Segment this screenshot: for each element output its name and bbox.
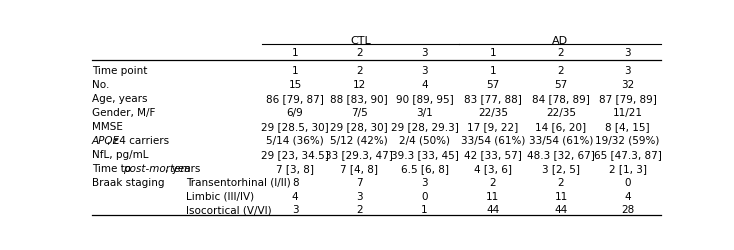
Text: 57: 57	[554, 80, 567, 90]
Text: 3 [2, 5]: 3 [2, 5]	[542, 163, 580, 173]
Text: 29 [28.5, 30]: 29 [28.5, 30]	[261, 122, 329, 132]
Text: 7 [3, 8]: 7 [3, 8]	[276, 163, 314, 173]
Text: 32: 32	[621, 80, 634, 90]
Text: 4: 4	[421, 80, 428, 90]
Text: 2 [1, 3]: 2 [1, 3]	[608, 163, 647, 173]
Text: 7: 7	[356, 177, 363, 187]
Text: 48.3 [32, 67]: 48.3 [32, 67]	[527, 149, 595, 159]
Text: 90 [89, 95]: 90 [89, 95]	[396, 94, 454, 104]
Text: 88 [83, 90]: 88 [83, 90]	[330, 94, 388, 104]
Text: , years: , years	[165, 163, 200, 173]
Text: 1: 1	[490, 66, 496, 76]
Text: 33 [29.3, 47]: 33 [29.3, 47]	[325, 149, 393, 159]
Text: 7 [4, 8]: 7 [4, 8]	[340, 163, 378, 173]
Text: post-mortem: post-mortem	[123, 163, 190, 173]
Text: 84 [78, 89]: 84 [78, 89]	[532, 94, 590, 104]
Text: 5/12 (42%): 5/12 (42%)	[330, 136, 388, 145]
Text: 2: 2	[558, 48, 564, 58]
Text: 2: 2	[356, 66, 363, 76]
Text: CTL: CTL	[350, 36, 371, 46]
Text: Isocortical (V/VI): Isocortical (V/VI)	[186, 205, 272, 215]
Text: 1: 1	[421, 205, 428, 215]
Text: Limbic (III/IV): Limbic (III/IV)	[186, 191, 254, 201]
Text: Gender, M/F: Gender, M/F	[92, 108, 155, 118]
Text: 2: 2	[356, 48, 363, 58]
Text: 42 [33, 57]: 42 [33, 57]	[464, 149, 522, 159]
Text: 0: 0	[625, 177, 631, 187]
Text: No.: No.	[92, 80, 109, 90]
Text: 33/54 (61%): 33/54 (61%)	[461, 136, 525, 145]
Text: MMSE: MMSE	[92, 122, 123, 132]
Text: 3: 3	[292, 205, 299, 215]
Text: 6.5 [6, 8]: 6.5 [6, 8]	[401, 163, 448, 173]
Text: Age, years: Age, years	[92, 94, 148, 104]
Text: Transentorhinal (I/II): Transentorhinal (I/II)	[186, 177, 291, 187]
Text: 14 [6, 20]: 14 [6, 20]	[536, 122, 586, 132]
Text: 4: 4	[625, 191, 631, 201]
Text: 4 [3, 6]: 4 [3, 6]	[473, 163, 512, 173]
Text: 2: 2	[558, 66, 564, 76]
Text: 33/54 (61%): 33/54 (61%)	[529, 136, 593, 145]
Text: 29 [23, 34.5]: 29 [23, 34.5]	[261, 149, 329, 159]
Text: 8: 8	[292, 177, 299, 187]
Text: 1: 1	[292, 66, 299, 76]
Text: 11: 11	[486, 191, 499, 201]
Text: 4: 4	[292, 191, 299, 201]
Text: 29 [28, 30]: 29 [28, 30]	[330, 122, 388, 132]
Text: 5/14 (36%): 5/14 (36%)	[266, 136, 324, 145]
Text: 44: 44	[554, 205, 567, 215]
Text: 3: 3	[625, 48, 631, 58]
Text: 22/35: 22/35	[546, 108, 576, 118]
Text: 0: 0	[421, 191, 428, 201]
Text: 2: 2	[558, 177, 564, 187]
Text: 17 [9, 22]: 17 [9, 22]	[467, 122, 518, 132]
Text: 6/9: 6/9	[287, 108, 303, 118]
Text: 83 [77, 88]: 83 [77, 88]	[464, 94, 522, 104]
Text: 2: 2	[490, 177, 496, 187]
Text: 28: 28	[621, 205, 634, 215]
Text: Braak staging: Braak staging	[92, 177, 164, 187]
Text: 2/4 (50%): 2/4 (50%)	[399, 136, 450, 145]
Text: 3: 3	[421, 48, 428, 58]
Text: 7/5: 7/5	[351, 108, 368, 118]
Text: Time point: Time point	[92, 66, 147, 76]
Text: 57: 57	[486, 80, 499, 90]
Text: 39.3 [33, 45]: 39.3 [33, 45]	[390, 149, 459, 159]
Text: 1: 1	[292, 48, 299, 58]
Text: 11: 11	[554, 191, 567, 201]
Text: 3: 3	[421, 66, 428, 76]
Text: 8 [4, 15]: 8 [4, 15]	[606, 122, 650, 132]
Text: 1: 1	[490, 48, 496, 58]
Text: 86 [79, 87]: 86 [79, 87]	[266, 94, 324, 104]
Text: 15: 15	[288, 80, 302, 90]
Text: NfL, pg/mL: NfL, pg/mL	[92, 149, 148, 159]
Text: 65 [47.3, 87]: 65 [47.3, 87]	[594, 149, 661, 159]
Text: 3: 3	[625, 66, 631, 76]
Text: 11/21: 11/21	[613, 108, 642, 118]
Text: 3: 3	[356, 191, 363, 201]
Text: 2: 2	[356, 205, 363, 215]
Text: 12: 12	[352, 80, 366, 90]
Text: 22/35: 22/35	[478, 108, 508, 118]
Text: 87 [79, 89]: 87 [79, 89]	[599, 94, 656, 104]
Text: 3: 3	[421, 177, 428, 187]
Text: AD: AD	[551, 36, 567, 46]
Text: 29 [28, 29.3]: 29 [28, 29.3]	[390, 122, 459, 132]
Text: 3/1: 3/1	[416, 108, 433, 118]
Text: 19/32 (59%): 19/32 (59%)	[595, 136, 660, 145]
Text: Time to: Time to	[92, 163, 134, 173]
Text: APOE: APOE	[92, 136, 120, 145]
Text: , ε4 carriers: , ε4 carriers	[107, 136, 170, 145]
Text: 44: 44	[486, 205, 499, 215]
